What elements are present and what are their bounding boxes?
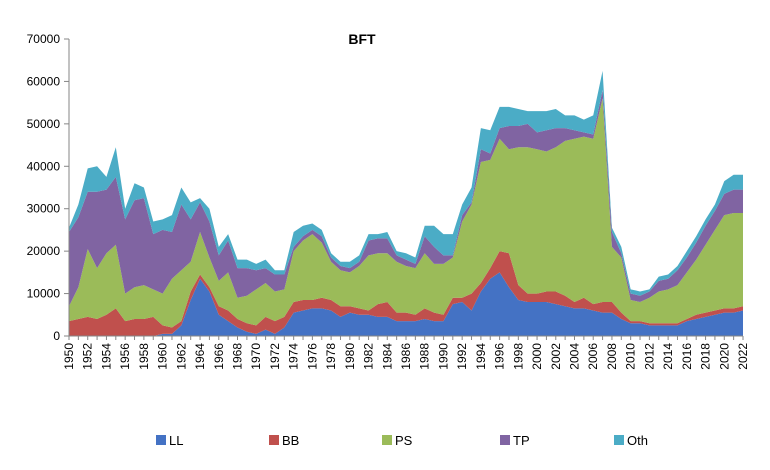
area-oth — [69, 70, 743, 296]
y-tick-label: 0 — [53, 329, 60, 343]
x-tick-label: 2022 — [736, 343, 750, 370]
x-tick-label: 1968 — [231, 343, 245, 370]
x-tick-label: 1992 — [455, 343, 469, 370]
legend: LL BB PS TP Oth — [156, 433, 648, 448]
y-tick-label: 20000 — [27, 244, 61, 258]
y-tick-label: 60000 — [27, 74, 61, 88]
legend-swatch-oth — [614, 435, 624, 445]
y-tick-label: 70000 — [27, 32, 61, 46]
x-tick-label: 2010 — [624, 343, 638, 370]
chart-title: BFT — [348, 31, 376, 47]
x-tick-label: 1956 — [118, 343, 132, 370]
x-tick-label: 1954 — [99, 343, 113, 370]
x-tick-label: 2016 — [680, 343, 694, 370]
x-tick-label: 2002 — [549, 343, 563, 370]
x-tick-label: 1980 — [343, 343, 357, 370]
legend-swatch-tp — [500, 435, 510, 445]
x-tick-label: 1972 — [268, 343, 282, 370]
y-tick-label: 40000 — [27, 159, 61, 173]
area-ps — [69, 98, 743, 328]
x-tick-label: 1990 — [436, 343, 450, 370]
x-tick-label: 2004 — [568, 343, 582, 370]
x-tick-label: 1984 — [380, 343, 394, 370]
x-tick-label: 1994 — [474, 343, 488, 370]
axes-layer: 0 10000 20000 30000 40000 50000 60000 70000 1950… — [27, 32, 750, 370]
legend-swatch-bb — [269, 435, 279, 445]
x-tick-label: 2008 — [605, 343, 619, 370]
legend-swatch-ps — [382, 435, 392, 445]
x-tick-label: 1974 — [287, 343, 301, 370]
x-tick-label: 1950 — [62, 343, 76, 370]
legend-swatch-ll — [156, 435, 166, 445]
area-bb — [69, 251, 743, 336]
x-tick-label: 1958 — [137, 343, 151, 370]
x-tick-label: 1998 — [511, 343, 525, 370]
legend-label-ps: PS — [395, 433, 413, 448]
x-tick-label: 1952 — [81, 343, 95, 370]
x-tick-label: 2006 — [586, 343, 600, 370]
y-tick-label: 10000 — [27, 287, 61, 301]
x-tick-label: 1962 — [174, 343, 188, 370]
area-ll — [69, 272, 743, 336]
legend-label-ll: LL — [169, 433, 183, 448]
series-layer — [69, 70, 743, 336]
x-tick-label: 1988 — [418, 343, 432, 370]
x-tick-label: 2018 — [699, 343, 713, 370]
area-tp — [69, 89, 743, 307]
x-tick-label: 1978 — [324, 343, 338, 370]
x-tick-label: 1966 — [212, 343, 226, 370]
x-tick-label: 1996 — [493, 343, 507, 370]
y-tick-label: 50000 — [27, 117, 61, 131]
x-tick-label: 1982 — [362, 343, 376, 370]
legend-label-bb: BB — [282, 433, 299, 448]
x-tick-label: 1960 — [156, 343, 170, 370]
x-tick-label: 2012 — [642, 343, 656, 370]
x-tick-label: 2020 — [717, 343, 731, 370]
x-tick-label: 1986 — [399, 343, 413, 370]
x-tick-label: 2000 — [530, 343, 544, 370]
legend-label-oth: Oth — [627, 433, 648, 448]
x-tick-label: 1970 — [249, 343, 263, 370]
y-tick-label: 30000 — [27, 202, 61, 216]
x-tick-label: 2014 — [661, 343, 675, 370]
legend-label-tp: TP — [513, 433, 530, 448]
x-tick-label: 1964 — [193, 343, 207, 370]
x-tick-label: 1976 — [305, 343, 319, 370]
